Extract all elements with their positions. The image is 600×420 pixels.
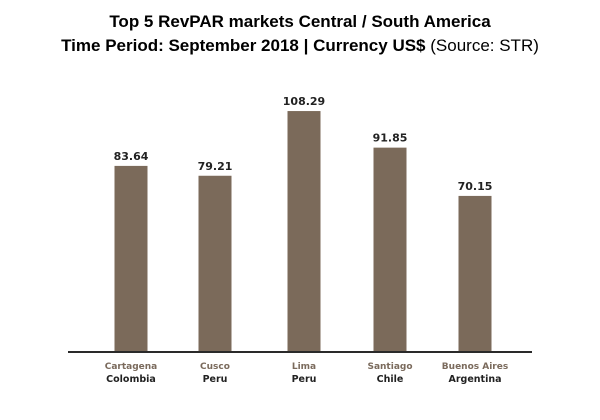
bar-value-label: 70.15 [458,180,493,193]
bar-buenos-aires [458,195,492,352]
chart-title-block: Top 5 RevPAR markets Central / South Ame… [0,10,600,58]
bar-santiago [373,147,407,352]
category-city-label: Santiago [367,362,412,372]
category-country-label: Colombia [106,374,156,385]
bar-value-label: 108.29 [283,95,325,108]
bar-value-label: 91.85 [373,132,408,145]
category-country-label: Peru [203,374,228,385]
bar-cartagena [114,165,148,352]
chart-subtitle: Time Period: September 2018 | Currency U… [0,34,600,58]
category-country-label: Peru [292,374,317,385]
category-city-label: Buenos Aires [442,362,508,372]
category-city-label: Cartagena [105,362,158,372]
bar-lima [287,111,321,352]
bars-layer [114,111,492,352]
category-country-label: Chile [377,374,404,385]
bar-value-label: 79.21 [198,160,233,173]
category-city-label: Lima [292,362,316,372]
bar-value-label: 83.64 [114,150,149,163]
chart-title: Top 5 RevPAR markets Central / South Ame… [109,12,491,31]
chart-subtitle-source: (Source: STR) [430,36,539,55]
bar-cusco [198,175,232,352]
category-country-label: Argentina [448,374,501,385]
labels-layer: 83.64 Cartagena Colombia 79.21 Cusco Peru 108.… [105,95,508,385]
category-city-label: Cusco [200,362,230,372]
chart-subtitle-period: Time Period: September 2018 | Currency U… [61,36,426,55]
